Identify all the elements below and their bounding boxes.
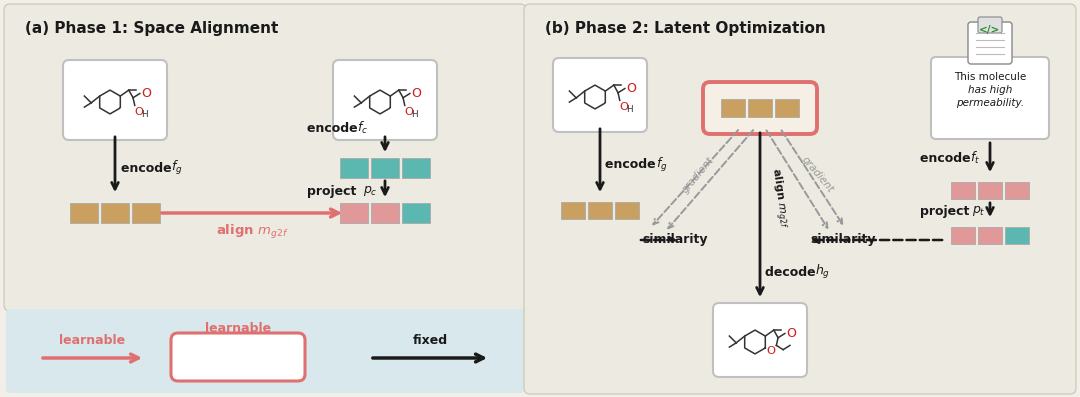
Text: encode: encode <box>920 152 975 164</box>
Text: O: O <box>767 347 775 357</box>
Bar <box>721 99 745 117</box>
Text: $f_g$: $f_g$ <box>656 156 667 174</box>
FancyBboxPatch shape <box>63 60 167 140</box>
Text: project: project <box>920 204 974 218</box>
Text: gradient: gradient <box>680 155 716 195</box>
Bar <box>372 203 399 223</box>
FancyBboxPatch shape <box>6 309 524 393</box>
Text: $p_c$: $p_c$ <box>363 184 378 198</box>
Text: $p_t$: $p_t$ <box>972 204 986 218</box>
Bar <box>615 202 639 218</box>
Text: learnable: learnable <box>59 335 125 347</box>
FancyBboxPatch shape <box>333 60 437 140</box>
Text: (a) Phase 1: Space Alignment: (a) Phase 1: Space Alignment <box>25 21 279 35</box>
Text: project: project <box>307 185 361 197</box>
FancyBboxPatch shape <box>4 4 526 311</box>
Text: O: O <box>620 102 629 112</box>
Bar <box>340 158 368 178</box>
FancyBboxPatch shape <box>553 58 647 132</box>
Text: has high: has high <box>968 85 1012 95</box>
Text: $f_c$: $f_c$ <box>357 120 368 136</box>
FancyBboxPatch shape <box>931 57 1049 139</box>
Text: fixed: fixed <box>413 335 447 347</box>
Bar <box>1005 227 1029 243</box>
Text: (b) Phase 2: Latent Optimization: (b) Phase 2: Latent Optimization <box>545 21 826 35</box>
Text: O: O <box>410 87 421 100</box>
Text: O: O <box>405 108 414 118</box>
Bar <box>978 181 1002 198</box>
Bar <box>132 203 160 223</box>
Bar <box>951 227 975 243</box>
Bar <box>1005 181 1029 198</box>
Text: $f_t$: $f_t$ <box>970 150 981 166</box>
Text: align $m_{g2f}$: align $m_{g2f}$ <box>216 223 288 241</box>
Text: H: H <box>140 110 147 119</box>
Bar <box>402 203 430 223</box>
Text: encode: encode <box>121 162 176 175</box>
Text: H: H <box>625 105 633 114</box>
Text: learnable: learnable <box>205 322 271 335</box>
Text: encode: encode <box>307 121 362 135</box>
Bar <box>588 202 612 218</box>
FancyBboxPatch shape <box>978 17 1002 33</box>
Text: O: O <box>625 82 636 95</box>
Bar <box>340 203 368 223</box>
FancyBboxPatch shape <box>524 4 1076 394</box>
FancyBboxPatch shape <box>968 22 1012 64</box>
FancyBboxPatch shape <box>713 303 807 377</box>
Text: permeability.: permeability. <box>956 98 1024 108</box>
Text: align $m_{g2f}$: align $m_{g2f}$ <box>766 166 791 229</box>
Bar <box>70 203 98 223</box>
Text: similarity: similarity <box>642 233 707 247</box>
Text: O: O <box>140 87 151 100</box>
Text: $h_g$: $h_g$ <box>815 263 831 281</box>
Text: H: H <box>410 110 417 119</box>
Bar <box>561 202 585 218</box>
Bar <box>402 158 430 178</box>
Text: encode: encode <box>605 158 660 172</box>
Text: $f_g$: $f_g$ <box>171 159 183 177</box>
Bar <box>978 227 1002 243</box>
Text: </>: </> <box>980 25 1001 35</box>
FancyBboxPatch shape <box>703 82 816 134</box>
Bar <box>775 99 799 117</box>
Text: This molecule: This molecule <box>954 72 1026 82</box>
Text: O: O <box>135 108 144 118</box>
Bar <box>748 99 772 117</box>
Text: decode: decode <box>765 266 820 279</box>
Bar <box>372 158 399 178</box>
Bar <box>951 181 975 198</box>
Text: O: O <box>786 327 796 340</box>
FancyBboxPatch shape <box>171 333 305 381</box>
Text: gradient: gradient <box>800 155 836 195</box>
Text: similarity: similarity <box>810 233 876 247</box>
Bar <box>102 203 129 223</box>
